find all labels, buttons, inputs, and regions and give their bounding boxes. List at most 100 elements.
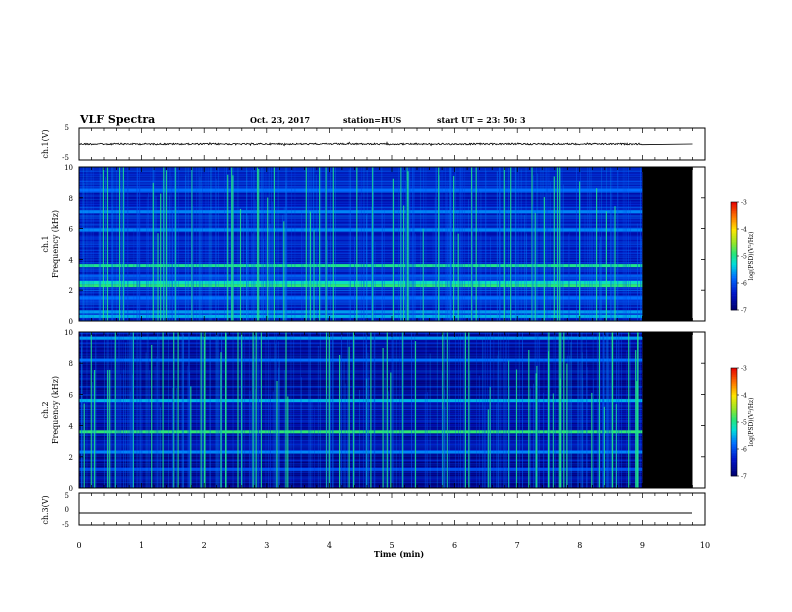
spectrogram-noise-row [79,314,643,316]
colorbar-swatch [731,290,737,293]
colorbar-tick-label: -7 [741,308,747,315]
ch2-colorbar: -3 -4 -5 -6 -7 log(PSD)(V²/Hz) [730,366,755,481]
spectrogram-sferic [111,167,113,321]
spectrogram-sferic [325,167,326,321]
spectrogram-noise-row [79,366,643,368]
spectrogram-noise-row [79,418,643,420]
spectrogram-sferic [309,332,310,488]
spectrogram-noise-row [79,392,643,393]
spectrogram-sferic [162,332,164,488]
spectrogram-sferic [522,332,523,488]
spectrogram-sferic [537,332,539,488]
spectrogram-sferic [609,383,611,488]
colorbar-swatch [731,223,737,226]
spectrogram-sferic [496,403,497,488]
spectrogram-sferic [129,332,130,488]
spectrogram-sferic [123,179,125,321]
spectrogram-sferic [608,358,610,488]
spectrogram-sferic [579,181,581,321]
spectrogram-sferic [81,332,83,488]
spectrogram-sferic [412,167,414,321]
spectrogram-sferic [301,210,302,321]
spectrogram-noise-row [79,287,643,288]
spectrogram-noise-row [79,236,643,238]
spectrogram-sferic [580,332,582,488]
spectrogram-sferic [251,406,252,488]
spectrogram-sferic [353,332,355,488]
spectrogram-noise-row [79,458,643,459]
spectrogram-sferic [422,228,424,321]
spectrogram-sferic [493,332,495,488]
spectrogram-sferic [182,332,183,488]
spectrogram-sferic [414,332,416,488]
spectrogram-sferic [190,386,192,488]
colorbar-swatch [731,211,737,214]
colorbar-swatch [731,254,737,257]
spectrogram-sferic [81,332,83,488]
spectrogram-sferic [258,364,260,488]
spectrogram-sferic [442,332,444,488]
spectrogram-sferic [471,167,473,321]
spectrogram-noise-row [79,395,643,397]
spectrogram-noise-row [79,340,643,342]
x-tick-label: 1 [139,541,144,550]
spectrogram-sferic [509,386,511,488]
spectrogram-sferic [148,193,149,321]
spectrogram-sferic [209,332,211,488]
colorbar-swatch [731,440,737,443]
spectrogram-sferic [94,370,96,488]
spectrogram-noise-row [79,306,643,308]
spectrogram-sferic [187,167,189,321]
spectrogram-sferic [427,392,428,488]
spectrogram-sferic [112,167,114,321]
spectrogram-noise-row [79,176,643,178]
spectrogram-sferic [293,332,295,488]
spectrogram-sferic [406,180,407,321]
spectrogram-sferic [553,332,555,488]
spectrogram-sferic [365,332,367,488]
spectrogram-sferic [577,332,578,488]
spectrogram-sferic [621,332,622,488]
spectrogram-noise-row [79,343,643,344]
spectrogram-noise-row [79,293,643,294]
spectrogram-sferic [262,169,264,321]
spectrogram-noise-row [79,187,643,190]
spectrogram-sferic [415,233,416,321]
spectrogram-sferic [95,347,97,488]
spectrogram-sferic [603,332,604,488]
spectrogram-sferic [325,167,327,321]
spectrogram-noise-row [79,433,643,435]
spectrogram-sferic [185,175,186,321]
spectrogram-noise-row [79,482,643,484]
spectrogram-sferic [406,167,408,321]
spectrogram-sferic [275,344,277,488]
spectrogram-sferic [409,178,411,321]
spectrogram-band [79,467,643,471]
spectrogram-sferic [294,167,296,321]
spectrogram-sferic [571,332,572,488]
spectrogram-sferic [124,189,125,321]
spectrogram-sferic [602,332,604,488]
spectrogram-noise-row [79,207,643,208]
spectrogram-sferic [432,228,434,321]
spectrogram-sferic [455,332,456,488]
spectrogram-blank [692,332,705,488]
spectrogram-noise-row [79,377,643,379]
spectrogram-sferic [587,167,589,321]
spectrogram-sferic [359,389,360,488]
spectrogram-sferic [446,192,448,321]
spectrogram-sferic [125,342,126,488]
spectrogram-sferic [117,357,118,488]
spectrogram-sferic [556,167,559,321]
spectrogram-sferic [173,332,175,488]
spectrogram-noise-row [79,429,643,430]
freq-tick-label: 4 [69,256,74,264]
spectrogram-sferic [216,332,218,488]
spectrogram-noise-row [79,463,643,465]
spectrogram-sferic [539,336,540,488]
spectrogram-noise-row [79,203,643,205]
spectrogram-sferic [165,175,166,321]
spectrogram-sferic [172,211,173,321]
spectrogram-sferic [115,332,117,488]
spectrogram-band [79,358,643,362]
